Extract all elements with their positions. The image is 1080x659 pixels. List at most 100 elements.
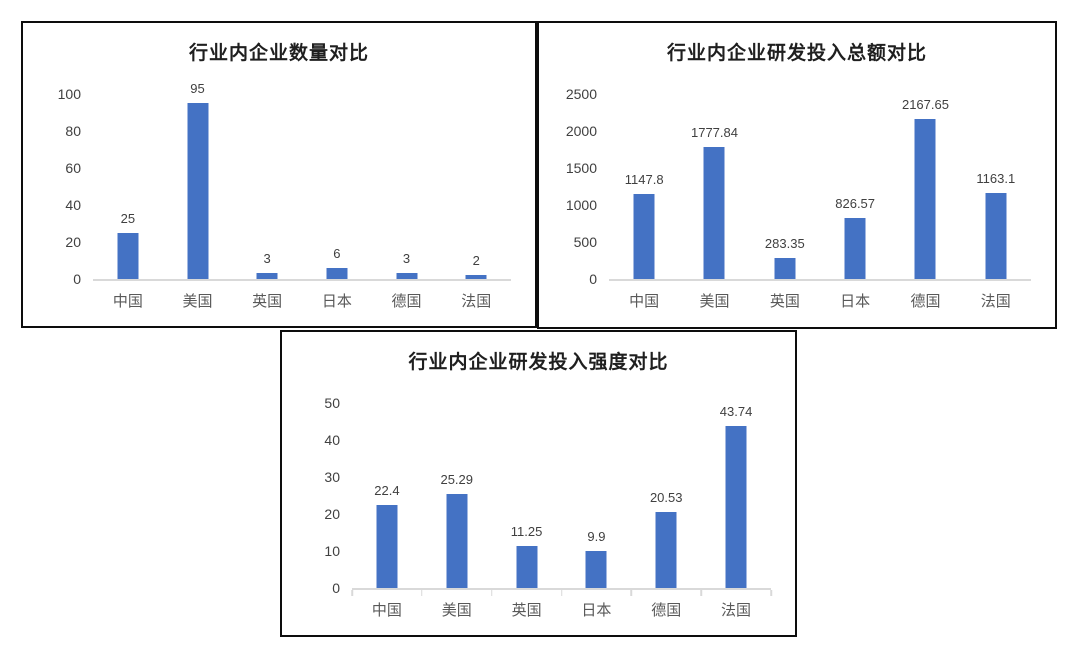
bar-column: 826.57 (820, 94, 890, 279)
x-axis-category-label: 中国 (629, 294, 660, 310)
bar-value-label: 3 (402, 251, 411, 267)
x-axis-labels: 中国 美国 英国 日本 德国 法国 (352, 599, 771, 620)
bar (725, 426, 747, 588)
bar-value-label: 826.57 (835, 195, 876, 211)
x-axis-category-label: 日本 (321, 294, 352, 310)
bar-column: 2 (441, 94, 511, 279)
bar (396, 273, 418, 279)
y-axis-tick-label: 0 (332, 580, 340, 596)
x-axis-category-label: 法国 (461, 294, 492, 310)
bar-column: 22.4 (352, 403, 422, 588)
y-axis: 0 10 20 30 40 50 (296, 396, 340, 595)
chart-title: 行业内企业数量对比 (188, 43, 369, 64)
bar-column: 43.74 (701, 403, 771, 588)
x-axis-category-label: 英国 (511, 603, 542, 619)
x-axis-category-label: 法国 (980, 294, 1011, 310)
bar (446, 494, 468, 588)
x-axis-category-label: 德国 (391, 294, 422, 310)
x-axis-tick-mark (630, 590, 633, 596)
chart-title: 行业内企业研发投入总额对比 (666, 43, 927, 64)
bar-value-label: 25.29 (440, 472, 474, 488)
x-axis-tick-mark (351, 590, 353, 596)
y-axis-tick-label: 40 (324, 432, 340, 448)
bar (774, 258, 796, 279)
x-axis-tick-mark (421, 590, 423, 596)
rd-investment-total-chart: 行业内企业研发投入总额对比 0 500 1000 1500 2000 2500 1147.… (537, 21, 1057, 329)
bar (326, 267, 348, 279)
bar-column: 25.29 (422, 403, 492, 588)
bar (633, 194, 655, 279)
x-axis-tick-mark (770, 590, 772, 596)
bar-column: 25 (93, 94, 163, 279)
x-axis-category-label: 英国 (252, 294, 283, 310)
bar (465, 275, 487, 279)
y-axis-tick-label: 2500 (565, 86, 597, 102)
rd-investment-intensity-chart: 行业内企业研发投入强度对比 0 10 20 30 40 50 22.4 25.29 11.25… (280, 330, 797, 637)
bar (117, 232, 139, 279)
x-axis-category-label: 美国 (441, 603, 472, 619)
y-axis-tick-label: 1000 (565, 197, 597, 213)
x-axis-line (93, 279, 511, 281)
bar (985, 192, 1007, 279)
bar-column: 11.25 (492, 403, 562, 588)
bar (844, 217, 866, 279)
y-axis-tick-label: 60 (65, 160, 81, 176)
y-axis-tick-label: 1500 (565, 160, 597, 176)
x-axis-category-label: 中国 (112, 294, 143, 310)
x-axis-category-label: 日本 (581, 603, 612, 619)
y-axis-tick-label: 20 (65, 234, 81, 250)
y-axis: 0 500 1000 1500 2000 2500 (553, 87, 597, 286)
bar-value-label: 25 (120, 210, 136, 226)
x-axis-labels: 中国 美国 英国 日本 德国 法国 (93, 290, 511, 311)
y-axis-tick-label: 80 (65, 123, 81, 139)
chart-plot-region: 0 10 20 30 40 50 22.4 25.29 11.25 9.9 20.53 43.74 (296, 396, 772, 596)
x-axis-category-label: 日本 (840, 294, 871, 310)
bar-value-label: 3 (263, 251, 271, 267)
bar-value-label: 2167.65 (901, 96, 949, 112)
x-axis-category-label: 美国 (182, 294, 213, 310)
bar (655, 512, 677, 588)
y-axis: 0 20 40 60 80 100 (37, 87, 81, 286)
bar-column: 1147.8 (609, 94, 679, 279)
x-axis-tick-mark (560, 590, 563, 596)
y-axis-tick-label: 0 (73, 271, 81, 287)
bar-column: 1163.1 (961, 94, 1031, 279)
x-axis-line (609, 279, 1031, 281)
bar-value-label: 1163.1 (976, 170, 1016, 186)
plot-area: 22.4 25.29 11.25 9.9 20.53 43.74 (351, 403, 772, 596)
bar-value-label: 1777.84 (690, 125, 738, 141)
y-axis-tick-label: 20 (324, 506, 340, 522)
bar (187, 103, 208, 279)
bar-column: 20.53 (631, 403, 701, 588)
x-axis-category-label: 德国 (651, 603, 682, 619)
x-axis-category-label: 美国 (699, 294, 730, 310)
bar-value-label: 20.53 (649, 490, 683, 506)
chart-title: 行业内企业研发投入强度对比 (408, 352, 669, 373)
x-axis-line (352, 588, 771, 590)
bar-value-label: 11.25 (510, 524, 543, 540)
bar-column: 95 (163, 82, 233, 279)
chart-plot-region: 0 500 1000 1500 2000 2500 1147.8 1777.84 283.35… (553, 87, 1031, 286)
y-axis-tick-label: 10 (324, 543, 340, 559)
bar-column: 9.9 (561, 403, 631, 588)
x-axis-category-label: 英国 (769, 294, 800, 310)
plot-area: 1147.8 1777.84 283.35 826.57 2167.65 1163.1 (609, 94, 1031, 281)
y-axis-tick-label: 500 (573, 234, 597, 250)
bar-value-label: 95 (190, 81, 205, 97)
bar (703, 147, 725, 279)
y-axis-tick-label: 100 (57, 86, 81, 102)
plot-area: 25 95 3 6 3 2 (93, 82, 511, 281)
bar-column: 3 (372, 94, 442, 279)
bar-value-label: 6 (333, 245, 341, 261)
x-axis-tick-mark (490, 590, 493, 596)
chart-plot-region: 0 20 40 60 80 100 25 95 3 6 3 2 (37, 82, 511, 286)
x-axis-category-label: 法国 (721, 603, 752, 619)
y-axis-tick-label: 40 (65, 197, 81, 213)
bar (914, 118, 936, 279)
x-axis-labels: 中国 美国 英国 日本 德国 法国 (609, 290, 1031, 311)
bar-column: 2167.65 (890, 94, 960, 279)
bar-value-label: 43.74 (719, 404, 753, 420)
bar (516, 546, 538, 588)
y-axis-tick-label: 0 (589, 271, 597, 287)
bar-column: 6 (302, 94, 372, 279)
